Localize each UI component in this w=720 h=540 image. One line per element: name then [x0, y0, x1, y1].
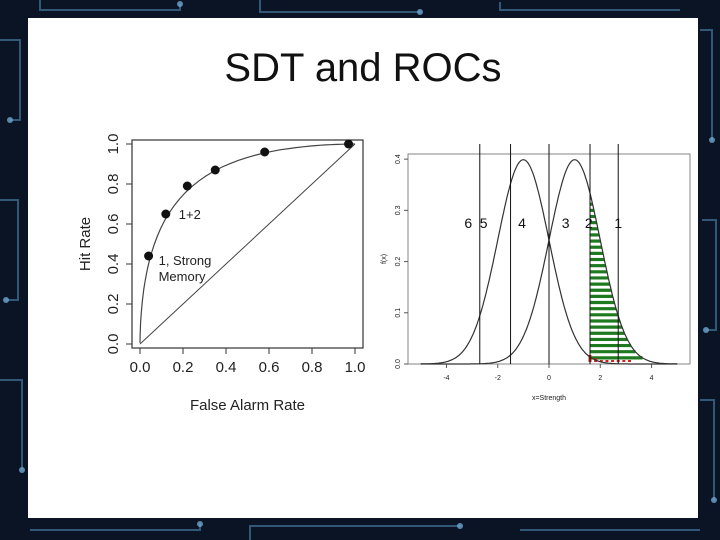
roc-x-tick-label: 0.0 — [130, 359, 151, 376]
roc-plot-frame — [131, 139, 364, 349]
sdt-criterion-label: 2 — [585, 215, 593, 231]
sdt-x-tick-label: 4 — [650, 375, 654, 382]
roc-y-tick-label: 1.0 — [105, 134, 122, 155]
roc-x-tick-label: 0.6 — [259, 359, 280, 376]
roc-x-tick-label: 0.8 — [302, 359, 323, 376]
roc-chance-line — [139, 143, 356, 345]
roc-y-tick-label: 0.6 — [105, 214, 122, 235]
sdt-y-tick-label: 0.2 — [395, 257, 402, 267]
sdt-y-tick-label: 0.4 — [395, 154, 402, 164]
sdt-x-tick-label: 2 — [598, 375, 602, 382]
roc-y-axis-label: Hit Rate — [77, 217, 94, 271]
sdt-criterion-label: 5 — [480, 215, 488, 231]
roc-x-axis-label: False Alarm Rate — [190, 397, 305, 414]
roc-y-tick-label: 0.2 — [105, 294, 122, 315]
roc-x-tick-label: 0.4 — [216, 359, 237, 376]
sdt-x-tick-label: 0 — [547, 375, 551, 382]
sdt-distributions-chart: -4 -2 0 2 4 0.0 0.1 0.2 0.3 0.4 x=Strength f(x) 6 5 4 3… — [381, 144, 691, 402]
slide: SDT and ROCs 0.0 0.2 0.4 0.6 0.8 1.0 0.0 0.2 0.4… — [28, 18, 698, 518]
sdt-criterion-label: 1 — [614, 215, 622, 231]
sdt-y-tick-label: 0.1 — [395, 308, 402, 318]
roc-annotation-1plus2: 1+2 — [179, 207, 201, 222]
sdt-y-axis-label: f(x) — [381, 254, 388, 264]
sdt-criterion-label: 4 — [518, 215, 526, 231]
sdt-y-tick-label: 0.0 — [395, 359, 402, 369]
sdt-criterion-label: 6 — [464, 215, 472, 231]
roc-x-tick-label: 0.2 — [173, 359, 194, 376]
roc-y-tick-label: 0.8 — [105, 174, 122, 195]
roc-data-point — [161, 209, 171, 219]
roc-annotation-memory: Memory — [159, 269, 206, 284]
roc-chart: 0.0 0.2 0.4 0.6 0.8 1.0 0.0 0.2 0.4 0.6 0.8 1.0 Fals… — [77, 134, 366, 414]
sdt-x-axis-label: x=Strength — [532, 395, 566, 402]
roc-data-point — [344, 139, 354, 149]
sdt-x-tick-label: -2 — [495, 375, 501, 382]
roc-data-point — [144, 251, 154, 261]
sdt-x-tick-label: -4 — [443, 375, 449, 382]
roc-data-point — [210, 165, 220, 175]
sdt-y-tick-label: 0.3 — [395, 205, 402, 215]
roc-x-tick-label: 1.0 — [345, 359, 366, 376]
roc-data-point — [260, 147, 270, 157]
roc-y-tick-label: 0.4 — [105, 254, 122, 275]
slide-title: SDT and ROCs — [224, 46, 502, 90]
roc-annotation-strong: 1, Strong — [159, 253, 212, 268]
sdt-criterion-label: 3 — [562, 215, 570, 231]
roc-y-tick-label: 0.0 — [105, 334, 122, 355]
roc-data-point — [182, 181, 192, 191]
